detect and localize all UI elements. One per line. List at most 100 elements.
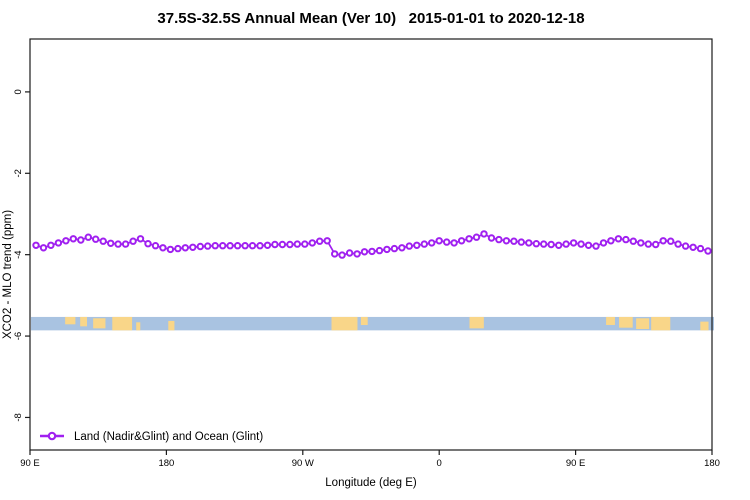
data-point [107,239,115,248]
data-point [495,235,503,244]
data-point [151,242,160,250]
data-point [629,237,637,245]
data-point [547,240,555,249]
data-point [62,237,70,245]
data-point [383,245,391,254]
legend-label: Land (Nadir&Glint) and Ocean (Glint) [74,431,263,443]
land-patch [636,318,650,330]
data-point [465,235,473,243]
land-patch [80,316,88,327]
data-point [301,240,309,248]
data-point [204,242,212,250]
x-tick-label: 180 [158,458,174,469]
land-patch [65,316,76,325]
chart-title: 37.5S-32.5S Annual Mean (Ver 10) 2015-01… [157,10,585,27]
data-point [69,235,78,243]
data-point [39,244,48,252]
plot-border [29,38,713,451]
data-point [704,247,712,255]
land-patch [112,316,133,331]
data-point [92,235,100,243]
data-point [420,240,428,248]
x-tick-label: 90 E [20,458,40,469]
data-point [569,239,578,247]
data-point [443,238,451,246]
land-patch [168,320,175,331]
data-point [368,247,376,256]
data-point [487,234,496,242]
data-point [345,249,354,257]
data-point [84,233,93,241]
data-point [256,242,264,250]
x-tick-label: 90 W [292,458,314,469]
legend-marker-icon [47,431,57,441]
data-point [525,239,533,247]
data-point [689,243,697,252]
land-patch [360,316,368,325]
data-point [316,237,324,245]
x-tick-label: 90 E [566,458,586,469]
y-tick-label: -6 [13,332,24,340]
data-point [681,242,690,250]
data-point [375,246,384,255]
land-patch [469,316,484,329]
data-point [189,243,197,252]
data-series [32,230,712,259]
axis-ticks: 90 E 180 90 W 0 90 E 180 0 -2 -4 -6 -8 [13,89,720,469]
data-point [502,237,511,245]
data-point [637,239,645,247]
data-point [308,239,316,247]
land-patch [619,316,633,328]
data-point [271,240,279,249]
data-point [233,242,242,250]
data-point [555,241,563,250]
data-point [114,240,122,248]
data-point [136,235,145,243]
data-point [286,240,294,249]
data-point [54,239,63,247]
data-point [331,250,339,258]
ocean-band [31,316,714,331]
data-point [353,250,361,258]
data-point [540,240,548,248]
data-point [607,237,615,245]
data-point [390,244,399,253]
data-point [196,242,205,251]
data-point [360,248,369,256]
x-tick-label: 180 [704,458,720,469]
y-tick-label: -4 [13,250,24,258]
data-point [144,240,152,248]
data-point [323,237,331,245]
data-point [517,238,525,246]
x-tick-label: 0 [437,458,442,469]
data-point [338,251,346,259]
data-point [121,240,130,248]
data-point [584,241,593,250]
data-point [181,244,190,252]
data-point [174,244,182,253]
data-point [592,242,600,250]
data-point [226,242,234,250]
data-point [219,242,227,250]
data-point [614,235,623,243]
land-patch [700,321,709,331]
data-point [428,239,436,247]
data-point [652,240,660,249]
data-point [129,237,137,245]
data-point [293,240,301,248]
data-point [622,235,630,244]
data-point [47,241,55,250]
data-point [510,237,518,245]
data-point [413,241,421,250]
data-point [532,240,540,248]
data-point [405,242,413,250]
land-patch [606,316,615,325]
data-point [450,239,458,247]
x-axis-title: Longitude (deg E) [325,477,417,489]
data-point [99,237,107,245]
y-tick-label: -2 [13,169,24,177]
data-point [263,241,272,250]
land-patch [651,316,671,331]
data-point [211,242,219,250]
